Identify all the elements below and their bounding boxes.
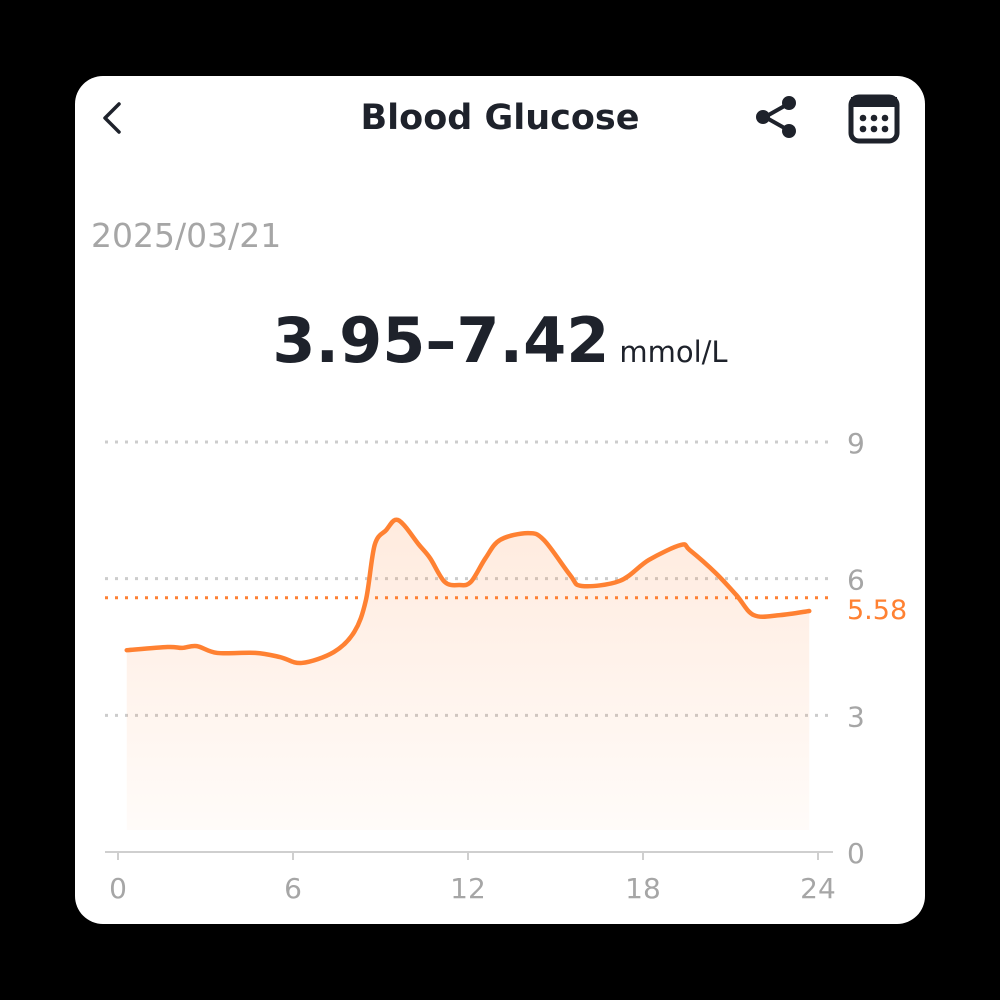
page-title: Blood Glucose: [360, 98, 640, 138]
y-tick-label: 3: [847, 700, 865, 733]
back-button[interactable]: [97, 96, 127, 140]
x-tick-label: 6: [284, 872, 302, 905]
x-tick-label: 0: [109, 872, 127, 905]
glucose-card: Blood Glucose 2025/03/21 3.95–7.42 mmol/L…: [75, 76, 925, 924]
glucose-line: [124, 517, 812, 666]
range-unit: mmol/L: [619, 335, 728, 369]
x-tick-label: 12: [450, 872, 486, 905]
y-tick-label: 0: [847, 837, 865, 870]
share-icon: [756, 96, 796, 138]
range-value: 3.95–7.42: [272, 304, 610, 377]
calendar-button[interactable]: [848, 94, 900, 144]
chevron-left-icon: [103, 102, 121, 134]
y-tick-label: 9: [847, 427, 865, 460]
calendar-icon: [848, 94, 900, 144]
x-tick-label: 24: [800, 872, 836, 905]
x-tick-label: 18: [625, 872, 661, 905]
area-fill: [126, 519, 810, 830]
average-label: 5.58: [847, 595, 907, 626]
glucose-range: 3.95–7.42 mmol/L: [75, 304, 925, 377]
share-button[interactable]: [753, 94, 803, 144]
glucose-chart: 0 3 6 9 0 6 12 18 24 5.58: [105, 427, 907, 905]
date-label: 2025/03/21: [91, 216, 282, 255]
y-tick-label: 6: [847, 564, 865, 597]
